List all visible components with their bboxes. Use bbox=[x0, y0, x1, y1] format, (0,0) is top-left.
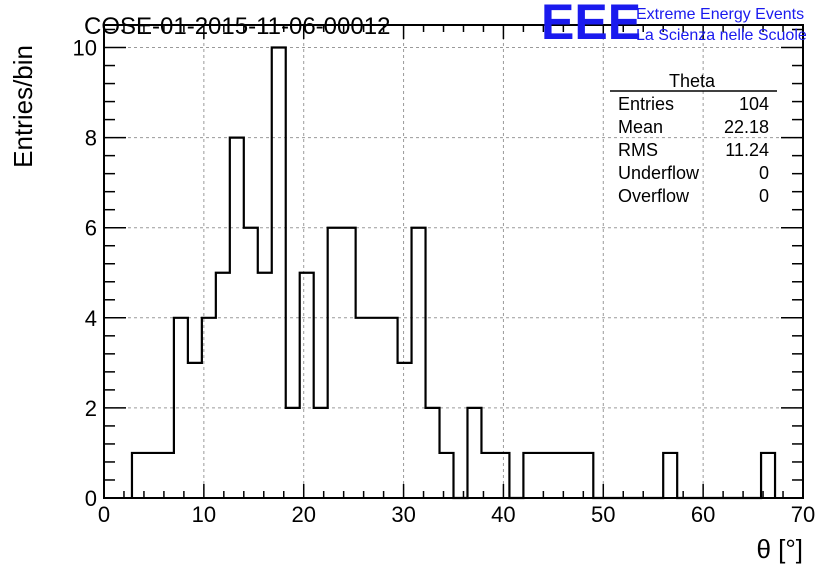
x-tick-label: 0 bbox=[98, 502, 110, 527]
histogram-series bbox=[130, 46, 777, 500]
y-tick-label: 4 bbox=[85, 306, 97, 331]
y-tick-label: 6 bbox=[85, 216, 97, 241]
histogram-bin bbox=[579, 453, 593, 498]
histogram-bin bbox=[216, 273, 230, 498]
x-tick-label: 20 bbox=[291, 502, 315, 527]
histogram-bin bbox=[160, 453, 174, 498]
histogram-bin bbox=[412, 228, 426, 498]
stats-box: Theta Entries 104 Mean 22.18 RMS 11.24 Underfl… bbox=[610, 71, 777, 206]
x-tick-label: 70 bbox=[791, 502, 815, 527]
histogram-bin bbox=[146, 453, 160, 498]
stats-row-label: RMS bbox=[618, 140, 658, 160]
histogram-bin bbox=[244, 228, 258, 498]
histogram-bin bbox=[426, 408, 440, 498]
stats-row-label: Mean bbox=[618, 117, 663, 137]
eee-logo-mark: EEE bbox=[541, 0, 641, 50]
x-tick-label: 30 bbox=[391, 502, 415, 527]
histogram-bin bbox=[495, 453, 509, 498]
plot-frame bbox=[103, 24, 804, 499]
stats-row-label: Overflow bbox=[618, 186, 690, 206]
y-axis-title: Entries/bin bbox=[8, 45, 38, 168]
x-tick-label: 60 bbox=[691, 502, 715, 527]
stats-rows: Entries 104 Mean 22.18 RMS 11.24 Underflow 0 Ove… bbox=[618, 94, 769, 206]
histogram-bin bbox=[328, 228, 342, 498]
stats-row-value: 22.18 bbox=[724, 117, 769, 137]
y-tick-label: 10 bbox=[73, 36, 97, 61]
histogram-bin bbox=[523, 453, 537, 498]
stats-row-value: 0 bbox=[759, 186, 769, 206]
stats-row-value: 104 bbox=[739, 94, 769, 114]
x-axis-title: θ [°] bbox=[756, 534, 803, 564]
stats-row-value: 11.24 bbox=[725, 140, 769, 160]
histogram-bin bbox=[286, 408, 300, 498]
histogram-bin bbox=[272, 48, 286, 498]
histogram-bin bbox=[384, 318, 398, 498]
stats-row-label: Entries bbox=[618, 94, 674, 114]
histogram-bin bbox=[398, 363, 412, 498]
histogram-bin bbox=[174, 318, 188, 498]
chart-title: COSE-01-2015-11-06-00012 bbox=[84, 13, 390, 40]
eee-logo-line2: La Scienza nelle Scuole bbox=[636, 27, 807, 44]
histogram-bin bbox=[440, 453, 454, 498]
histogram-bin bbox=[300, 273, 314, 498]
eee-logo: EEE Extreme Energy Events La Scienza nel… bbox=[541, 0, 807, 50]
stats-row-value: 0 bbox=[759, 163, 769, 183]
x-tick-label: 10 bbox=[192, 502, 216, 527]
y-tick-label: 8 bbox=[85, 126, 97, 151]
y-tick-label: 2 bbox=[85, 396, 97, 421]
stats-box-title: Theta bbox=[669, 71, 716, 91]
x-tick-label: 50 bbox=[591, 502, 615, 527]
histogram-bin bbox=[314, 408, 328, 498]
histogram-outline bbox=[130, 46, 777, 500]
grid-lines bbox=[104, 25, 803, 498]
histogram-bin bbox=[342, 228, 356, 498]
x-tick-labels: 0 10 20 30 40 50 60 70 bbox=[98, 502, 815, 527]
x-tick-label: 40 bbox=[491, 502, 515, 527]
eee-logo-line1: Extreme Energy Events bbox=[636, 6, 804, 23]
axis-ticks bbox=[103, 25, 804, 499]
y-tick-label: 0 bbox=[85, 486, 97, 511]
histogram-bin bbox=[258, 273, 272, 498]
histogram-bin bbox=[537, 453, 551, 498]
histogram-bin bbox=[663, 453, 677, 498]
stats-row-label: Underflow bbox=[618, 163, 700, 183]
histogram-bin bbox=[188, 363, 202, 498]
histogram-bin bbox=[565, 453, 579, 498]
histogram-bin bbox=[467, 408, 481, 498]
y-tick-labels: 0 2 4 6 8 10 bbox=[73, 36, 97, 511]
